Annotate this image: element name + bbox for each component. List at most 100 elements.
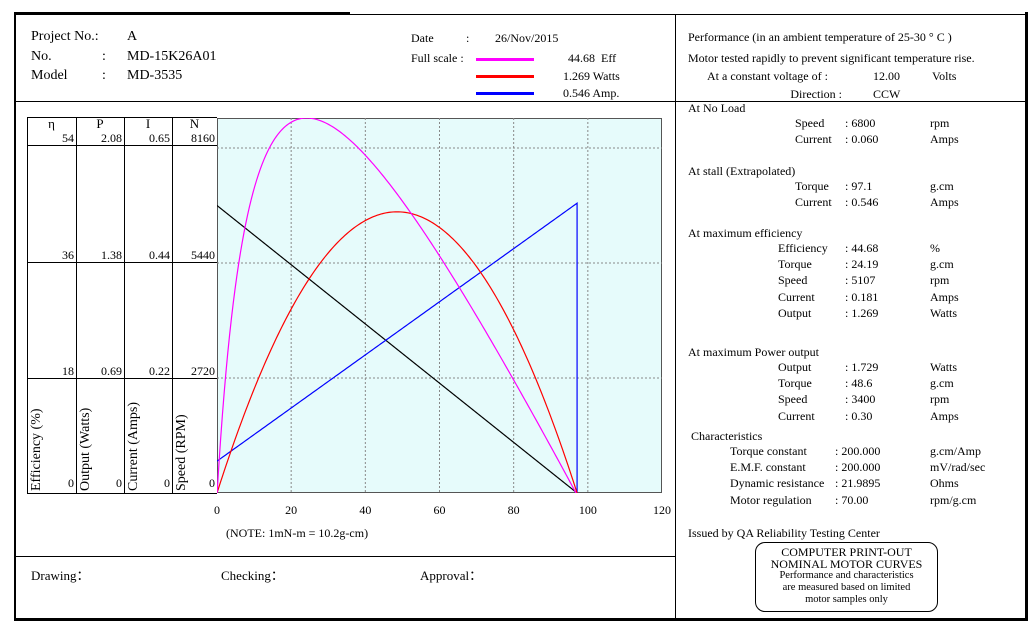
- row-value: : 3400: [845, 392, 876, 407]
- legend-watts-swatch: [476, 75, 534, 78]
- efficiency-curve: [217, 118, 577, 493]
- border-top: [14, 14, 1028, 15]
- x-tick-label: 40: [359, 503, 372, 517]
- legend-amp: 0.546 Amp.: [563, 86, 620, 100]
- border-right: [1025, 12, 1028, 621]
- row-value: : 48.6: [845, 376, 873, 391]
- no-label: No.: [31, 49, 52, 64]
- section-title: Characteristics: [691, 429, 763, 443]
- x-tick-label: 80: [507, 503, 520, 517]
- center-divider: [675, 14, 676, 619]
- drawing-label: Drawing：: [31, 568, 90, 583]
- axis-symbol: η: [48, 116, 55, 131]
- table-col-line: [172, 117, 173, 493]
- axis-tick-label: 1.38: [101, 248, 122, 262]
- row-label: Torque constant: [730, 444, 807, 458]
- axis-tick-label: 0.65: [149, 131, 170, 145]
- nominal-curves-stamp: COMPUTER PRINT-OUT NOMINAL MOTOR CURVES …: [755, 542, 938, 612]
- axis-tick-label: 0: [68, 476, 74, 490]
- project-label: Project No.:: [31, 29, 99, 44]
- row-value: : 200.000: [835, 444, 881, 458]
- row-label: Current: [778, 408, 815, 423]
- axis-tick-label: 0: [116, 476, 122, 490]
- table-row-line: [27, 378, 217, 379]
- row-value: : 21.9895: [835, 476, 881, 491]
- axis-title: Efficiency (%): [29, 408, 44, 491]
- row-value: : 5107: [845, 273, 876, 288]
- row-unit: Amps: [930, 289, 959, 304]
- table-bottom: [27, 493, 217, 494]
- row-unit: g.cm: [930, 257, 954, 272]
- row-label: Output: [778, 360, 812, 374]
- project-value: A: [127, 29, 138, 44]
- row-value: : 0.060: [845, 132, 879, 147]
- legend-eff: 44.68 Eff: [568, 51, 617, 65]
- stamp-line: COMPUTER PRINT-OUT: [781, 545, 912, 559]
- axis-tick-label: 0.44: [149, 248, 170, 262]
- table-row-line: [27, 262, 217, 263]
- row-label: Current: [795, 132, 832, 147]
- voltage-value: 12.00: [873, 69, 900, 83]
- row-value: : 44.68: [845, 241, 879, 255]
- row-value: : 1.729: [845, 360, 879, 374]
- row-label: Torque: [778, 257, 812, 272]
- row-unit: Amps: [930, 408, 959, 423]
- section-title: At maximum Power output: [688, 345, 819, 359]
- legend-watts: 1.269 Watts: [563, 69, 620, 83]
- row-unit: Ohms: [930, 476, 959, 491]
- performance-title: Performance (in an ambient temperature o…: [688, 30, 952, 44]
- row-unit: rpm: [930, 273, 950, 288]
- full-scale-label: Full scale :: [411, 51, 464, 65]
- axis-tick-label: 5440: [191, 248, 215, 262]
- axis-tick-label: 0: [209, 476, 215, 490]
- border-top-thick: [14, 12, 350, 15]
- stamp-line: Performance and characteristics: [779, 570, 914, 581]
- table-col-line: [76, 117, 77, 493]
- current-curve: [217, 202, 578, 493]
- performance-note: Motor tested rapidly to prevent signific…: [688, 51, 975, 65]
- row-unit: Amps: [930, 132, 959, 147]
- x-tick-label: 100: [578, 503, 597, 517]
- axis-tick-label: 18: [62, 364, 74, 378]
- model-label: Model: [31, 68, 68, 83]
- border-left: [14, 12, 16, 621]
- row-label: Torque: [795, 179, 829, 193]
- row-label: Efficiency: [778, 241, 828, 255]
- row-unit: Amps: [930, 195, 959, 210]
- row-value: : 24.19: [845, 257, 879, 272]
- table-top: [27, 117, 217, 118]
- row-unit: g.cm: [930, 376, 954, 391]
- axis-symbol: P: [96, 116, 104, 131]
- section-title: At stall (Extrapolated): [688, 164, 796, 178]
- voltage-unit: Volts: [932, 69, 957, 83]
- axis-tick-label: 0.69: [101, 364, 122, 378]
- axis-title: Current (Amps): [126, 401, 141, 491]
- row-value: : 0.30: [845, 408, 873, 423]
- row-unit: Watts: [930, 305, 958, 320]
- section-title: At maximum efficiency: [688, 226, 803, 240]
- model-value: MD-3535: [127, 68, 183, 83]
- axis-symbol: I: [145, 116, 151, 131]
- border-bottom: [14, 618, 1028, 621]
- x-tick-label: 60: [433, 503, 446, 517]
- checking-label: Checking：: [221, 568, 284, 583]
- x-tick-label: 0: [214, 503, 220, 517]
- row-label: Torque: [778, 376, 812, 391]
- axis-tick-label: 0.22: [149, 364, 170, 378]
- colon: :: [466, 31, 470, 45]
- no-value: MD-15K26A01: [127, 49, 217, 64]
- approval-label: Approval：: [420, 568, 483, 583]
- date-value: 26/Nov/2015: [495, 31, 559, 45]
- header-divider: [14, 101, 1026, 102]
- row-unit: g.cm/Amp: [930, 444, 981, 458]
- axis-tick-label: 54: [62, 131, 74, 145]
- row-label: Dynamic resistance: [730, 476, 825, 491]
- row-label: Current: [795, 195, 832, 210]
- row-unit: rpm/g.cm: [930, 492, 977, 507]
- row-label: Speed: [778, 392, 808, 407]
- row-unit: g.cm: [930, 179, 954, 193]
- output-curve: [217, 211, 578, 493]
- table-row-line: [27, 145, 217, 146]
- row-label: Current: [778, 289, 815, 304]
- row-unit: %: [930, 241, 940, 255]
